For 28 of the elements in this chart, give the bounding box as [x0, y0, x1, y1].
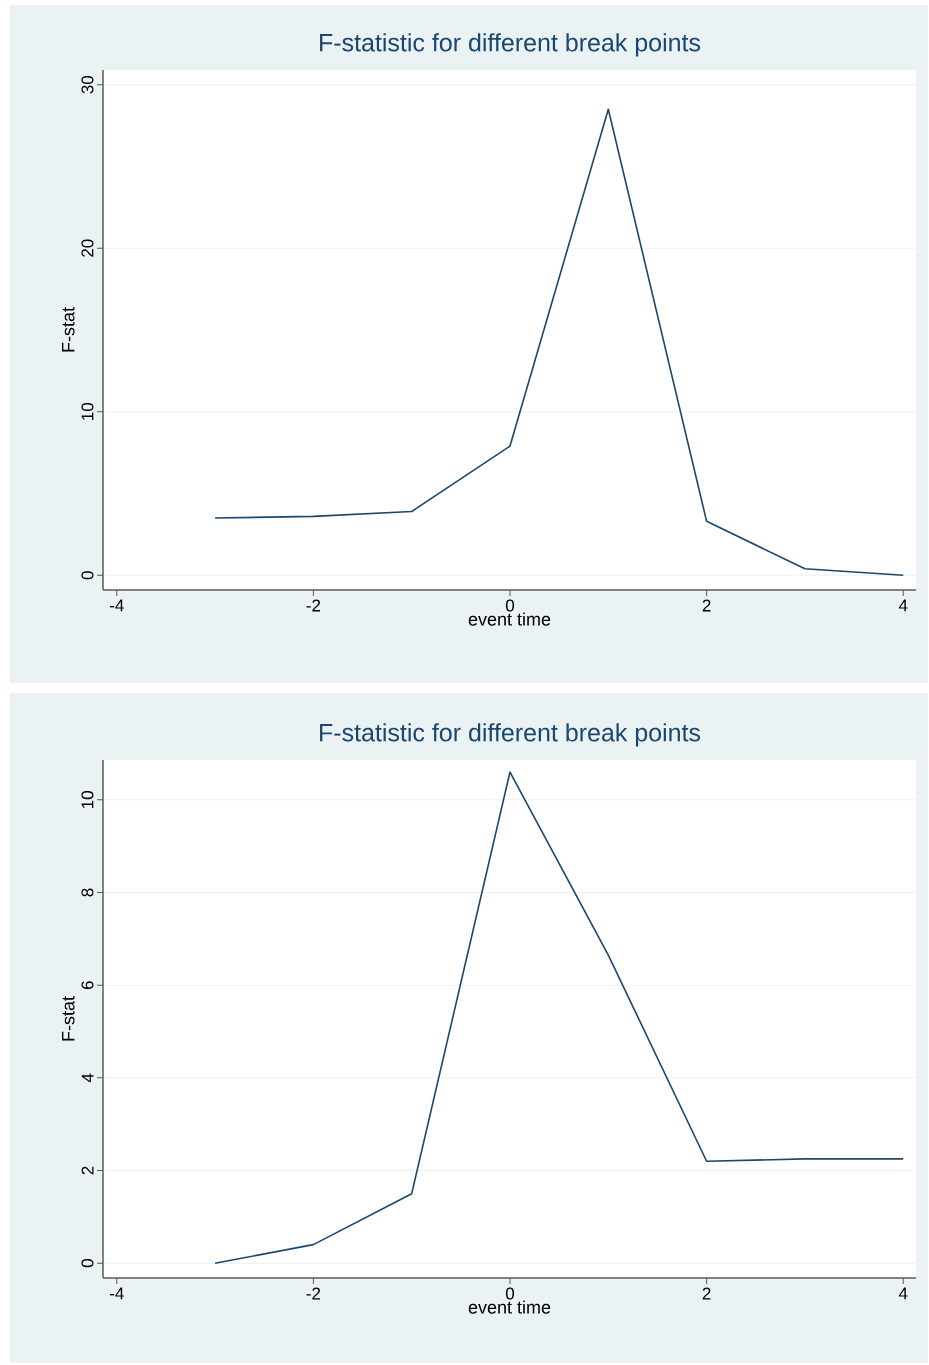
y-tick-label: 6 [81, 981, 94, 990]
x-tick-label: -4 [109, 1287, 124, 1300]
x-tick-label: 4 [898, 1287, 908, 1300]
line-series [214, 108, 905, 577]
y-tick-label: 10 [81, 791, 94, 808]
x-tick-label: -2 [306, 599, 321, 612]
y-tick-label: 0 [81, 571, 94, 580]
chart-title: F-statistic for different break points [320, 33, 701, 57]
line-series [214, 771, 905, 1264]
chart-title: F-statistic for different break points [320, 723, 701, 747]
x-tick-label: 2 [702, 1287, 711, 1300]
y-axis-title: F-stat [62, 307, 75, 352]
y-tick-label: 10 [81, 402, 94, 420]
x-axis-title: event time [468, 612, 551, 626]
y-axis-title: F-stat [62, 996, 75, 1041]
y-tick-label: 8 [81, 888, 94, 897]
x-tick-label: 0 [505, 599, 515, 612]
x-tick-label: -4 [109, 599, 124, 612]
y-tick-label: 30 [81, 75, 94, 94]
y-tick-label: 4 [81, 1073, 94, 1083]
y-tick-label: 2 [81, 1166, 94, 1175]
x-tick-label: 2 [702, 599, 711, 612]
y-tick-label: 20 [81, 239, 94, 257]
x-tick-label: -2 [306, 1287, 321, 1300]
x-tick-label: 4 [898, 599, 908, 612]
y-tick-label: 0 [81, 1259, 94, 1268]
x-axis-title: event time [468, 1300, 551, 1314]
x-tick-label: 0 [505, 1287, 515, 1300]
